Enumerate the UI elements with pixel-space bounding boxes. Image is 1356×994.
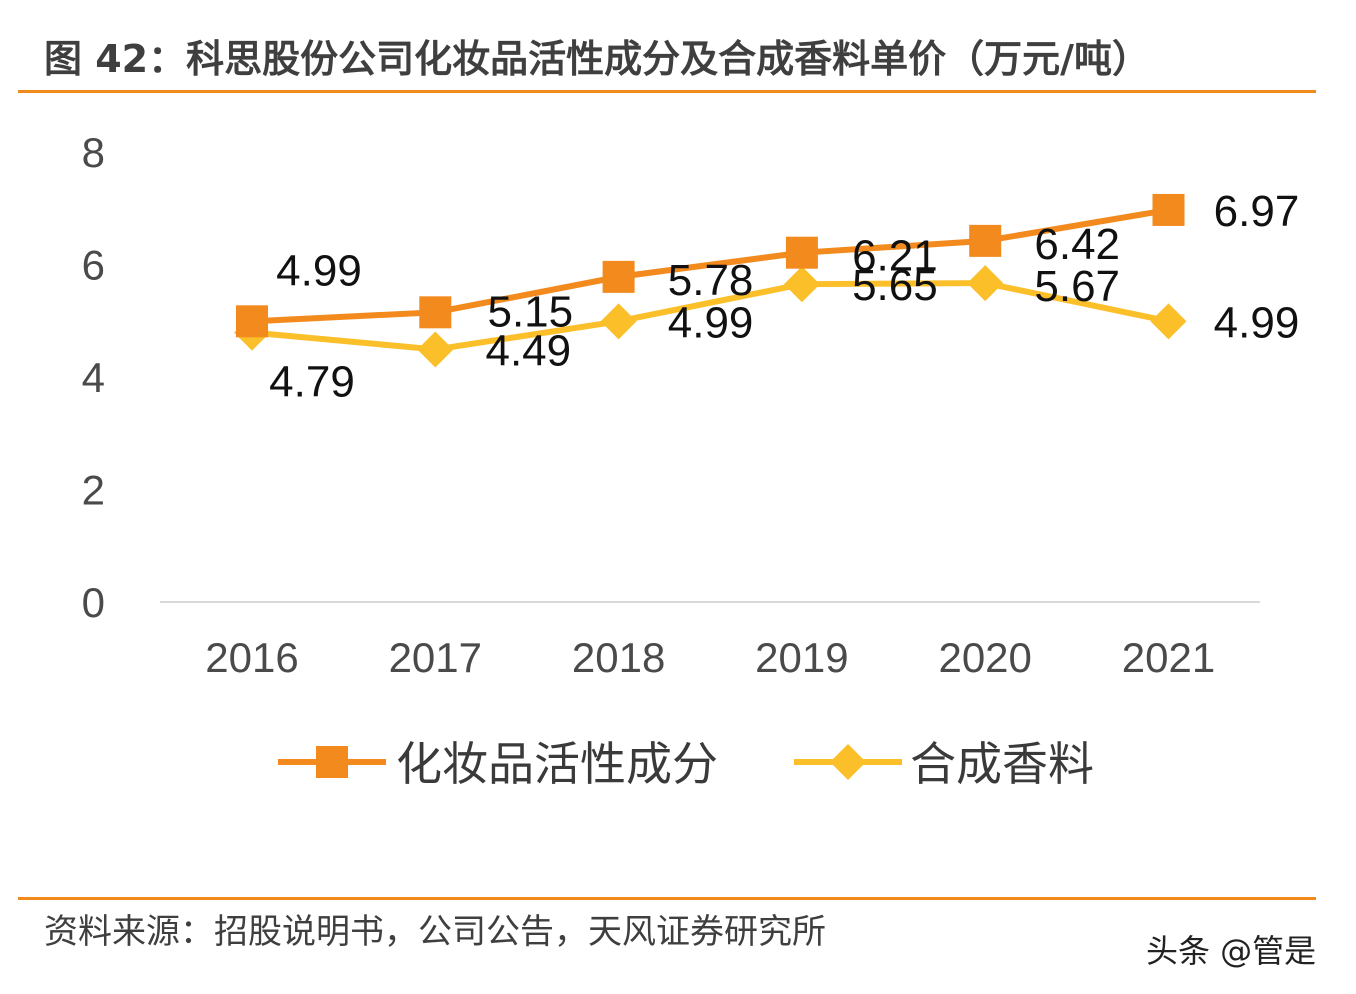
y-tick-label: 0 — [82, 579, 105, 626]
source-note: 资料来源：招股说明书，公司公告，天风证券研究所 — [44, 912, 826, 952]
x-tick-label: 2017 — [389, 634, 482, 681]
legend-marker-diamond — [830, 744, 866, 780]
y-tick-label: 8 — [82, 129, 105, 176]
legend-label: 合成香料 — [910, 737, 1094, 791]
figure-title: 图 42：科思股份公司化妆品活性成分及合成香料单价（万元/吨） — [44, 37, 1150, 81]
y-tick-label: 2 — [82, 467, 105, 514]
data-point-diamond — [417, 331, 454, 368]
legend-label: 化妆品活性成分 — [396, 737, 718, 791]
title-rule — [18, 90, 1316, 93]
data-point-square — [602, 260, 635, 293]
x-tick-label: 2018 — [572, 634, 665, 681]
data-label: 5.15 — [487, 287, 573, 336]
y-tick-label: 6 — [82, 242, 105, 289]
data-point-square — [785, 236, 818, 269]
data-label: 4.79 — [269, 358, 355, 407]
data-label: 4.49 — [485, 326, 571, 375]
data-point-square — [1152, 193, 1185, 226]
data-label: 5.65 — [852, 261, 938, 310]
watermark: 头条 @管是 — [1146, 932, 1317, 970]
series-line-synthetic-fragrance — [251, 280, 1170, 353]
x-tick-label: 2020 — [938, 634, 1031, 681]
y-tick-label: 4 — [82, 354, 105, 401]
data-label: 6.42 — [1034, 220, 1120, 269]
data-point-square — [236, 305, 268, 338]
x-tick-label: 2019 — [755, 634, 848, 681]
series-lines — [234, 193, 1187, 368]
axes: 0 2 4 6 8 2016 2017 2018 2019 2020 2021 — [82, 129, 1260, 681]
data-point-square — [969, 224, 1002, 257]
data-point-diamond — [967, 265, 1004, 302]
data-point-diamond — [1150, 303, 1187, 340]
data-label: 4.99 — [668, 298, 754, 347]
x-tick-label: 2016 — [205, 634, 298, 681]
data-label: 5.67 — [1034, 262, 1120, 311]
data-labels: 4.99 5.15 5.78 6.21 6.42 6.97 4.79 4.49 4.99 5.65… — [269, 187, 1299, 407]
data-label: 6.21 — [852, 232, 938, 281]
data-point-diamond — [600, 303, 637, 340]
legend-marker-square — [316, 746, 348, 778]
data-label: 4.99 — [276, 246, 362, 295]
legend: 化妆品活性成分 合成香料 — [278, 737, 1094, 791]
data-label: 6.97 — [1214, 187, 1300, 236]
data-label: 4.99 — [1214, 298, 1300, 347]
x-tick-label: 2021 — [1122, 634, 1215, 681]
data-point-diamond — [783, 266, 820, 303]
source-rule — [18, 897, 1316, 900]
data-label: 5.78 — [668, 256, 754, 305]
data-point-square — [419, 296, 452, 329]
series-line-cosmetic-actives — [251, 206, 1169, 325]
